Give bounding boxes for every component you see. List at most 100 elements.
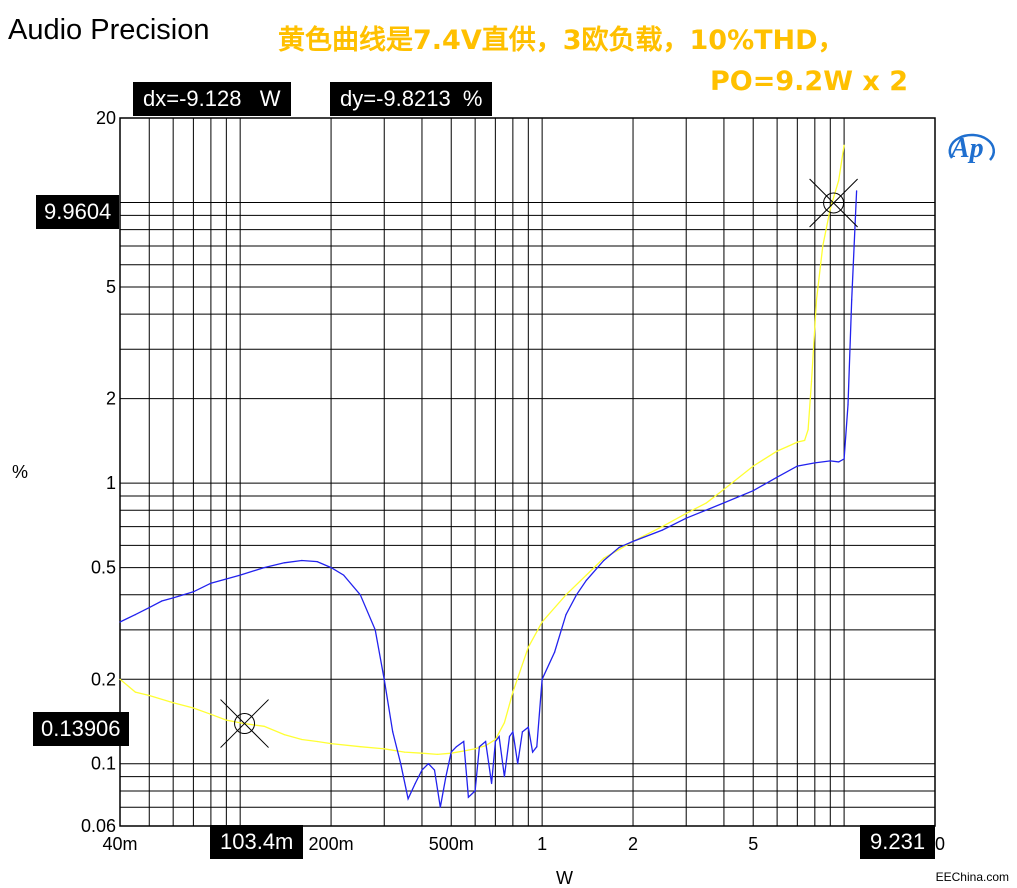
series-point (210, 582, 212, 584)
series-point (330, 743, 332, 745)
series-point (172, 597, 174, 599)
x-tick-label: 2 (628, 834, 638, 854)
series-point (283, 562, 285, 564)
dy-readout: dy=-9.8213 % (330, 82, 493, 116)
series-point (685, 512, 687, 515)
y-tick-label: 0.06 (81, 816, 116, 836)
series-point (316, 740, 318, 743)
series-point (485, 740, 487, 743)
series-point (467, 796, 469, 798)
series-line-1 (119, 145, 845, 756)
series-point (527, 726, 529, 728)
series-point (445, 776, 447, 778)
series-point (119, 678, 121, 680)
series-point (618, 548, 620, 551)
series-point (421, 752, 423, 754)
cursor-markers (220, 178, 858, 748)
y-tick-label: 0.1 (91, 754, 116, 774)
series-point (685, 517, 687, 519)
series-point (134, 691, 136, 693)
series-point (494, 738, 496, 741)
series-point (491, 782, 493, 785)
series-point (585, 574, 587, 576)
series-point (851, 299, 853, 301)
brand-title: Audio Precision (8, 14, 210, 46)
ap-logo: Ap (948, 133, 995, 164)
series-point (301, 559, 303, 562)
series-point (822, 245, 824, 247)
x-tick-label: 40m (102, 834, 137, 854)
series-point (474, 790, 476, 792)
series-point (705, 502, 708, 504)
series-point (512, 691, 514, 693)
series-point (752, 490, 754, 492)
series-point (661, 529, 663, 531)
logo-swoosh (948, 133, 995, 161)
series-point (723, 502, 725, 504)
series-point (283, 734, 285, 736)
series-point (512, 731, 514, 733)
series-point (192, 591, 194, 593)
series-point (316, 561, 318, 563)
series-point (603, 559, 605, 562)
series-point (527, 646, 529, 648)
series-point (508, 735, 511, 738)
series-point (796, 465, 798, 467)
series-point (427, 763, 429, 765)
series-point (536, 746, 538, 748)
series-point (541, 621, 543, 623)
series-point (815, 299, 818, 301)
series-point (796, 441, 798, 443)
y-tick-label: 5 (106, 277, 116, 297)
y-tick-label: 1 (106, 473, 116, 493)
annotation-line-2: PO=9.2W x 2 (710, 66, 908, 97)
series-point (210, 713, 212, 715)
cursor-marker-1 (220, 699, 269, 748)
series-point (392, 731, 394, 733)
series-point (119, 621, 121, 623)
series-point (603, 557, 605, 559)
x-tick-label: 1 (537, 834, 547, 854)
y-tick-label: 0.5 (91, 558, 116, 578)
series-point (263, 567, 265, 569)
series-point (521, 731, 524, 733)
cursor-circle (234, 713, 256, 735)
series-point (565, 594, 567, 596)
series-point (838, 461, 840, 463)
series-point (787, 445, 789, 448)
series-point (814, 462, 816, 464)
series-point (455, 746, 457, 748)
series-point (436, 753, 438, 756)
series-point (474, 748, 476, 750)
series-point (843, 458, 845, 460)
tick-labels: 40m200m500m12520205210.50.20.10.06W% (12, 108, 945, 888)
cursor-marker-2 (809, 178, 858, 228)
cursor-cross-b (809, 178, 858, 228)
series-point (517, 763, 519, 765)
plot-frame (119, 117, 936, 827)
x-cursor-left-value: 103.4m (210, 825, 304, 859)
series-point (463, 740, 465, 743)
annotation-line-1: 黄色曲线是7.4V直供，3欧负载，10%THD， (278, 25, 845, 56)
series-point (383, 748, 385, 750)
series-point (807, 429, 809, 431)
series-point (554, 651, 556, 653)
series-point (407, 798, 409, 800)
series-point (829, 208, 831, 210)
series-point (239, 574, 241, 576)
series-point (433, 769, 436, 771)
series-point (575, 594, 578, 596)
series-point (263, 725, 265, 727)
series-point (439, 806, 441, 808)
series-point (403, 751, 406, 753)
series-point (161, 600, 163, 602)
series-point (541, 678, 543, 680)
series-point (723, 488, 725, 490)
x-cursor-right-value: 9.231 (860, 825, 936, 859)
series-point (359, 594, 361, 596)
series-point (776, 450, 778, 452)
series-point (148, 607, 150, 609)
cursor-circle (823, 192, 845, 214)
y-tick-label: 20 (96, 108, 116, 128)
